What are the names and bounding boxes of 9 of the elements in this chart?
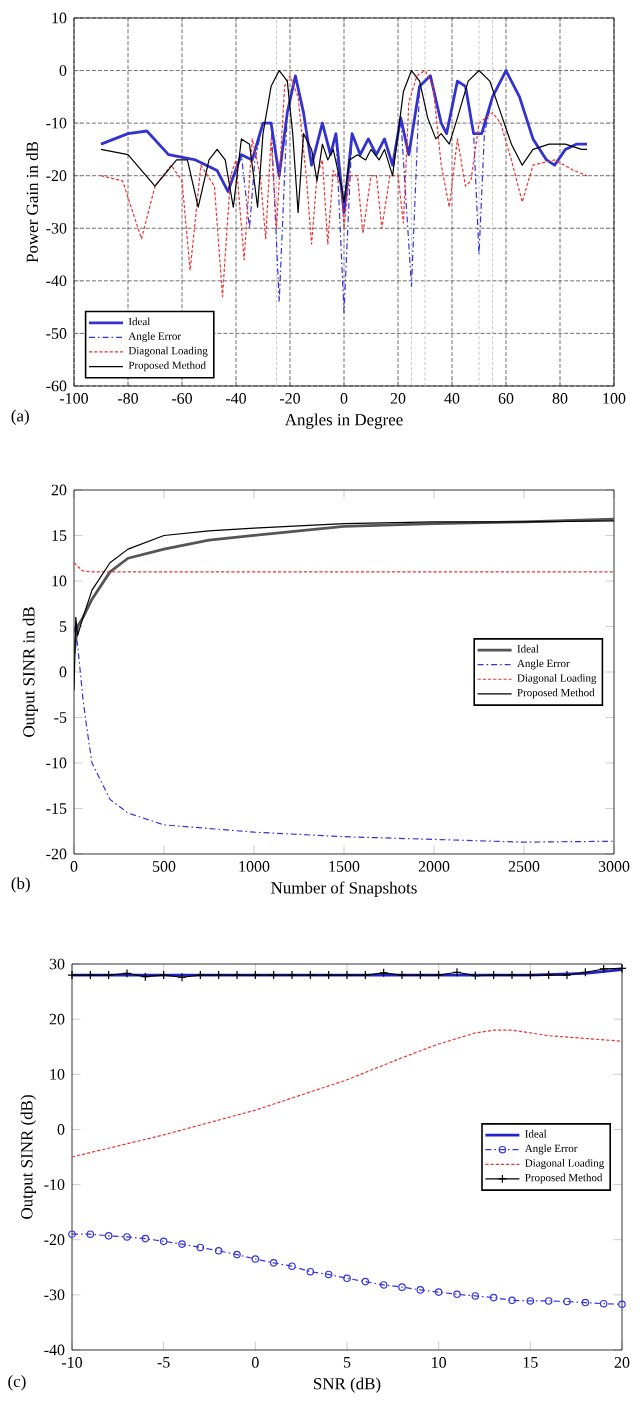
y-axis-title: Output SINR (dB) [20,1095,36,1219]
x-axis-title: SNR (dB) [314,1377,381,1393]
x-axis-title: Number of Snapshots [271,881,417,897]
y-axis-title: Output SINR in dB [22,607,38,737]
text: (a) [11,409,29,425]
text: (c) [8,1375,26,1391]
x-axis-title: Angles in Degree [284,413,403,429]
text: (b) [11,877,30,893]
y-axis-title: Power Gain in dB [26,141,38,263]
